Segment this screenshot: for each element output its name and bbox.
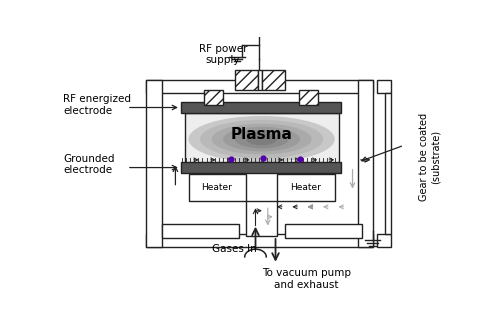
Bar xyxy=(181,162,341,173)
Bar xyxy=(385,93,391,234)
Bar xyxy=(235,70,258,90)
Bar xyxy=(262,70,285,90)
Text: RF power
supply: RF power supply xyxy=(199,44,247,65)
Bar xyxy=(277,174,335,202)
Bar xyxy=(188,174,246,202)
Bar xyxy=(246,202,277,236)
Bar xyxy=(299,90,318,105)
Text: Gases In: Gases In xyxy=(213,244,257,254)
Bar xyxy=(146,234,373,247)
Bar xyxy=(204,90,223,105)
Text: Heater: Heater xyxy=(290,183,321,192)
Text: RF energized
electrode: RF energized electrode xyxy=(63,95,131,116)
Bar xyxy=(285,224,362,238)
Ellipse shape xyxy=(212,124,312,154)
Text: To vacuum pump
and exhaust: To vacuum pump and exhaust xyxy=(262,268,351,290)
Ellipse shape xyxy=(188,116,335,162)
Bar xyxy=(146,80,373,93)
Bar xyxy=(181,102,341,113)
Text: Heater: Heater xyxy=(201,183,232,192)
Bar xyxy=(377,80,391,93)
Ellipse shape xyxy=(200,120,323,158)
Bar xyxy=(185,113,339,165)
Bar xyxy=(358,80,373,247)
Text: Gear to be coated
(substrate): Gear to be coated (substrate) xyxy=(419,113,441,201)
Text: Plasma: Plasma xyxy=(231,127,293,142)
Text: Grounded
electrode: Grounded electrode xyxy=(63,154,115,175)
Ellipse shape xyxy=(223,127,300,151)
Bar xyxy=(377,234,391,247)
Bar xyxy=(161,224,239,238)
Bar xyxy=(258,70,262,90)
Ellipse shape xyxy=(246,133,277,145)
Bar xyxy=(146,80,161,247)
Ellipse shape xyxy=(235,130,289,148)
